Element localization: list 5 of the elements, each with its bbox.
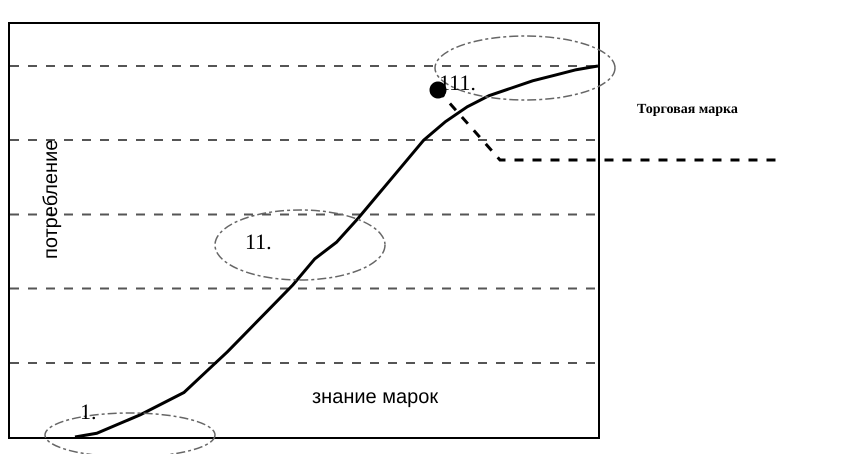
- annotation: 11.: [245, 229, 272, 254]
- y-axis-title: потребление: [40, 140, 62, 259]
- annotation: 1.: [80, 399, 96, 424]
- x-axis-title: знание марок: [312, 386, 438, 408]
- text: Торговая марка: [637, 102, 738, 117]
